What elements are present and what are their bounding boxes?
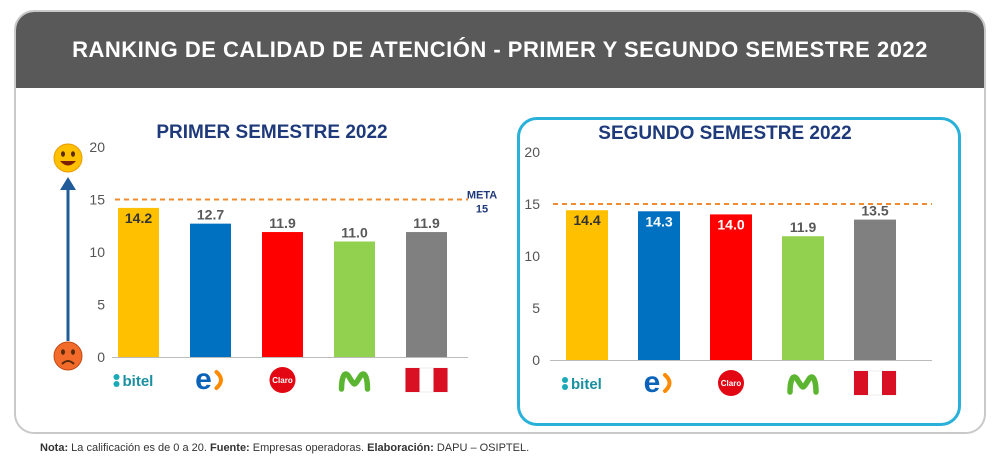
second-semester-panel [517,117,961,426]
s2-brand-bitel: bitel [562,376,602,393]
meta-value-label: 15 [476,204,488,216]
face-eye-left [61,151,65,157]
s1-brand-claro: Claro [269,367,296,393]
s1-bar-claro [262,232,303,357]
bitel-logo-text: bitel [123,373,154,390]
s2-bar-label-entel: 14.3 [645,213,672,229]
s1-bar-peru [406,232,447,357]
footnote: Nota: La calificación es de 0 a 20. Fuen… [40,442,529,454]
s2-brand-peru [853,370,897,396]
s1-bar-label-peru: 11.9 [413,215,440,231]
claro-logo-icon [718,370,744,396]
scale-arrow-head-icon [60,177,76,190]
s1-y-tick-label: 15 [89,192,105,208]
face-eye-right [71,349,75,355]
s2-y-tick-label: 5 [532,300,540,316]
sad-face-icon [53,341,83,371]
s2-y-tick-label: 20 [524,144,540,160]
claro-logo-text: Claro [721,379,742,388]
header-bar: RANKING DE CALIDAD DE ATENCIÓN - PRIMER … [16,12,984,88]
face-circle [53,143,83,173]
footnote-elaboracion-text: DAPU – OSIPTEL. [436,442,530,454]
face-circle [53,341,83,371]
s2-bar-peru [854,219,896,360]
movistar-logo-icon [338,371,371,392]
flag-red-band-left [854,371,868,395]
s2-brand-entel: e [644,366,672,399]
movistar-logo-icon [787,374,819,395]
entel-logo-text: e [195,363,212,396]
s1-brand-bitel: bitel [113,373,154,390]
footnote-fuente-label: Fuente: [210,442,250,454]
s2-y-tick-label: 15 [524,196,540,212]
footnote-fuente-text: Empresas operadoras. [252,442,365,454]
s1-brand-movistar [338,371,371,392]
claro-logo-icon [269,367,296,393]
happy-face-icon [53,143,83,173]
s2-bar-label-movistar: 11.9 [790,219,817,235]
s1-y-tick-label: 5 [97,297,105,313]
s2-chart-title: SEGUNDO SEMESTRE 2022 [598,123,851,144]
page-title: RANKING DE CALIDAD DE ATENCIÓN - PRIMER … [72,37,928,62]
s2-bar-claro [710,214,752,360]
footnote-nota-text: La calificación es de 0 a 20. [71,442,207,454]
s1-bar-movistar [334,241,375,357]
s1-brand-entel: e [195,363,223,396]
footnote-nota-label: Nota: [40,442,69,454]
s2-bar-label-claro: 14.0 [717,216,744,232]
s2-bar-label-bitel: 14.4 [573,212,600,228]
face-mouth [60,161,76,166]
s2-bar-bitel [566,210,608,360]
s1-bar-label-claro: 11.9 [269,215,296,231]
claro-logo-text: Claro [272,376,293,385]
bitel-dot-icon [562,377,568,383]
bitel-logo-text: bitel [571,376,602,393]
s2-bar-label-peru: 13.5 [861,203,888,219]
s1-y-tick-label: 10 [89,244,105,260]
s2-bar-entel [638,211,680,360]
face-mouth [61,360,75,365]
chart-frame: RANKING DE CALIDAD DE ATENCIÓN - PRIMER … [14,10,986,434]
entel-accent-icon [214,370,223,390]
face-eye-right [71,151,75,157]
bitel-dot-icon [562,384,568,390]
face-eye-left [61,349,65,355]
s1-bar-label-entel: 12.7 [197,207,224,223]
s2-y-tick-label: 10 [524,248,540,264]
bitel-dot-icon [113,374,120,380]
s1-y-tick-label: 0 [97,349,105,365]
s2-brand-movistar [787,374,819,395]
s1-chart-title: PRIMER SEMESTRE 2022 [156,122,387,143]
bitel-dot-icon [113,381,120,387]
meta-label: META [467,190,497,202]
flag-red-band-right [882,371,896,395]
s2-bar-movistar [782,236,824,360]
s1-bar-label-bitel: 14.2 [125,210,152,226]
s1-bar-label-movistar: 11.0 [341,225,368,241]
entel-accent-icon [663,373,672,393]
s2-brand-claro: Claro [718,370,744,396]
s1-brand-peru [405,367,448,393]
s1-bar-entel [190,223,231,357]
s2-y-tick-label: 0 [532,352,540,368]
s1-y-tick-label: 20 [89,139,105,155]
footnote-elaboracion-label: Elaboración: [367,442,434,454]
s1-bar-bitel [118,207,159,357]
entel-logo-text: e [644,366,661,399]
flag-red-band-right [433,368,448,392]
flag-red-band-left [405,368,420,392]
